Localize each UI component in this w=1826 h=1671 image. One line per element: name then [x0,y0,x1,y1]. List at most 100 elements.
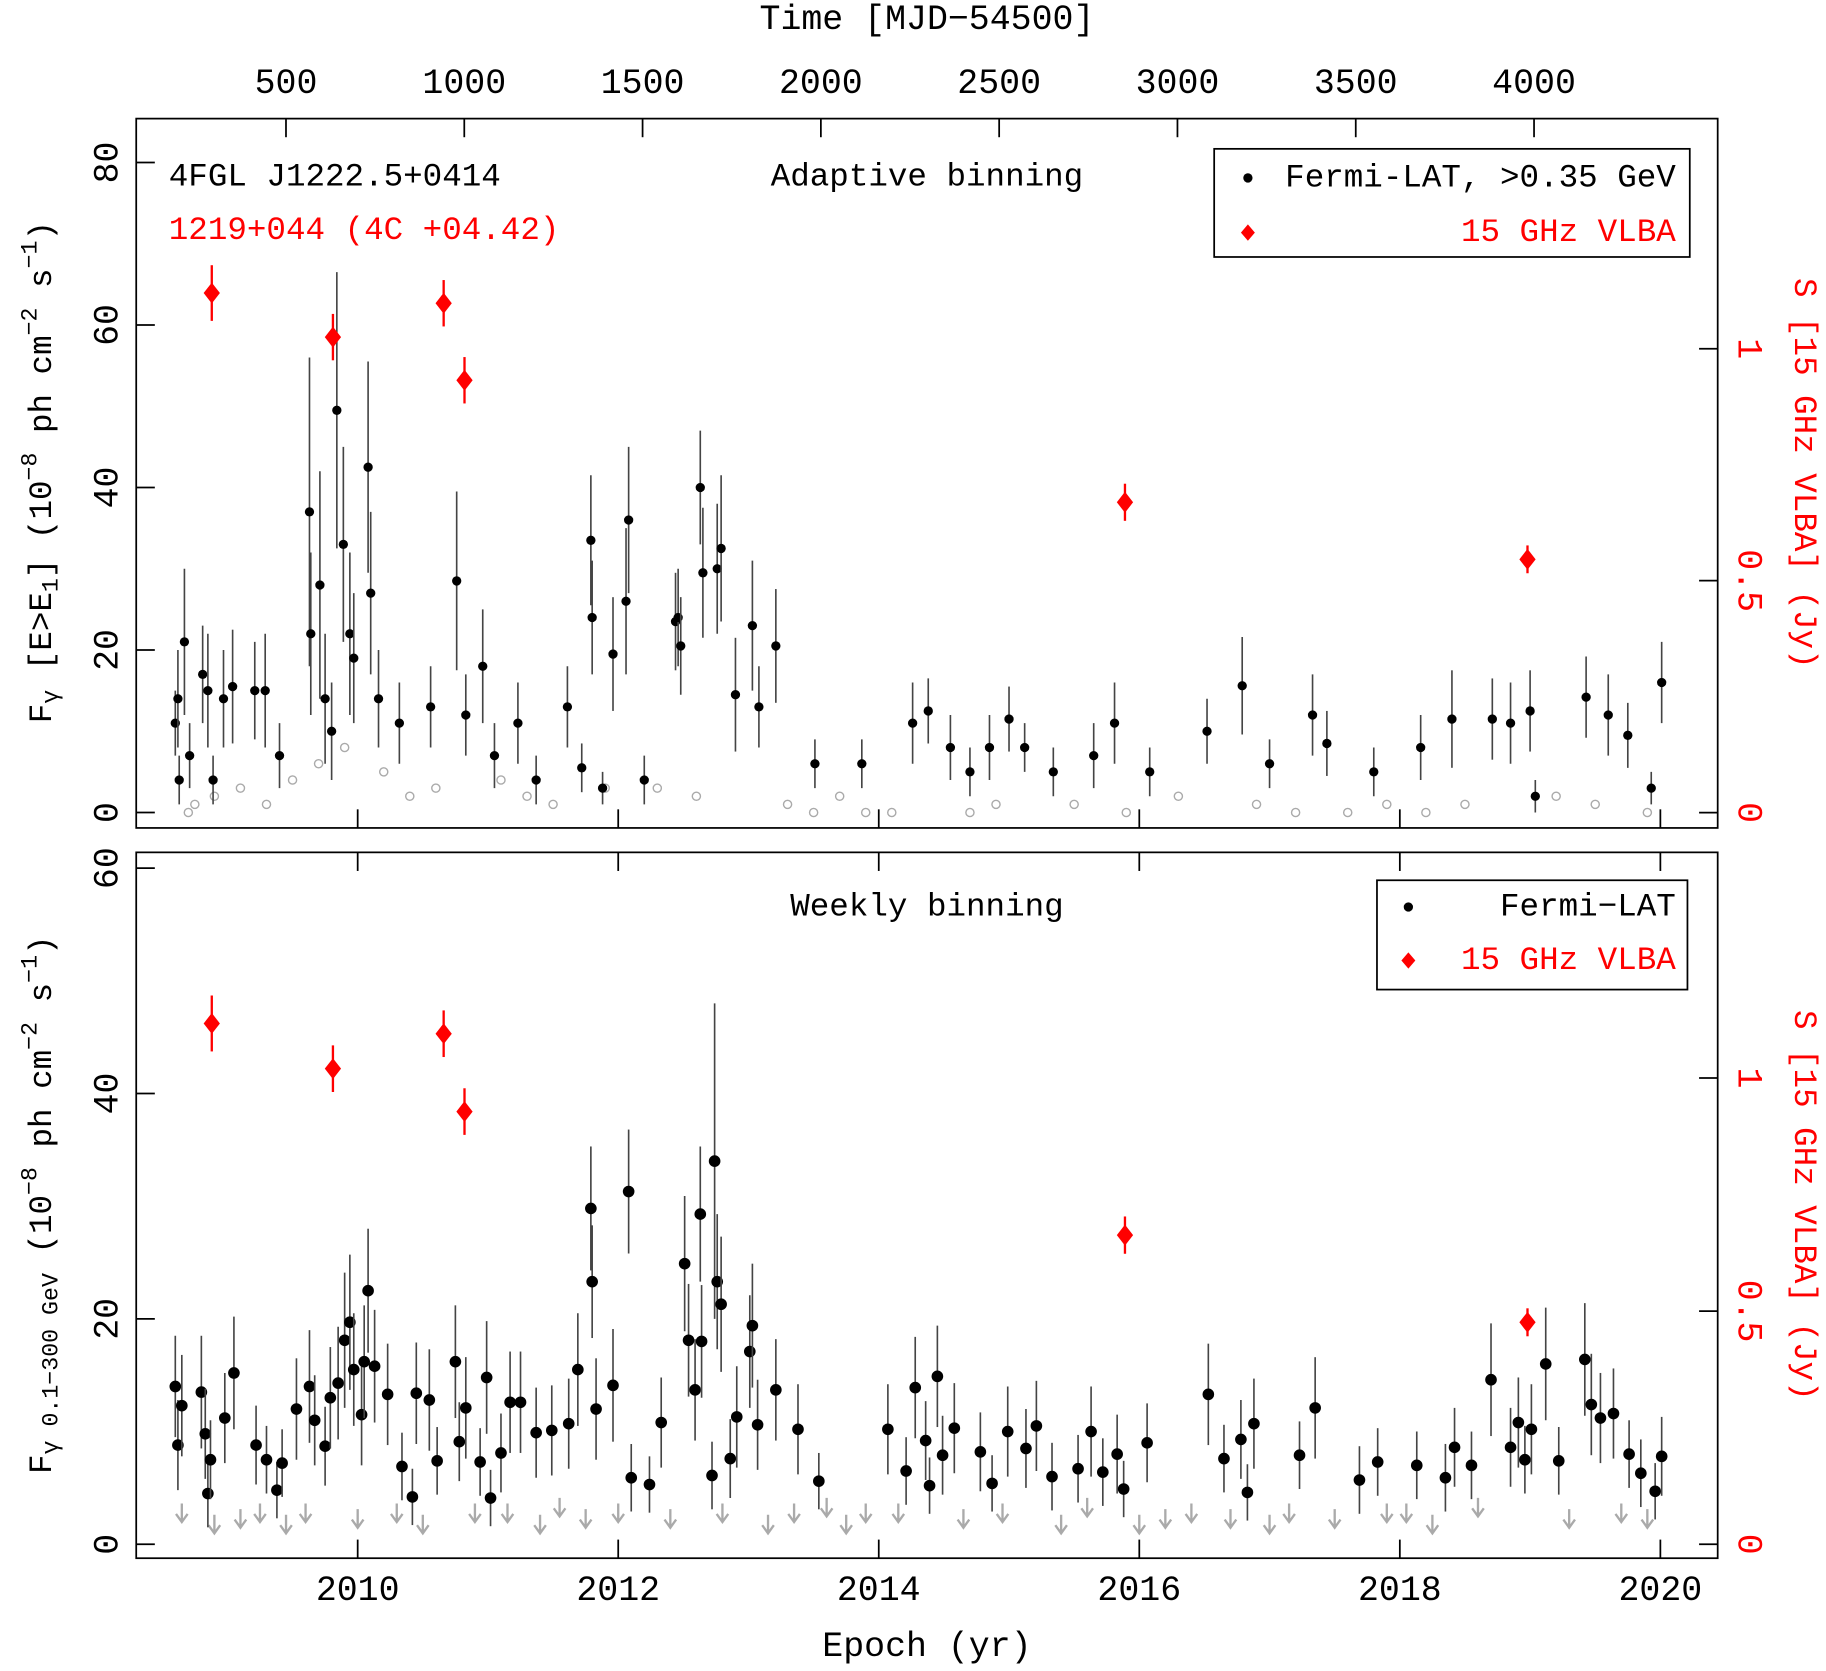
point [813,1475,825,1487]
upper-limit [431,783,441,793]
point [1004,714,1014,724]
point [746,1319,759,1332]
point [396,1460,408,1473]
point [655,1416,668,1429]
y2-tick-label: 0 [1728,802,1767,823]
legend-label: Fermi−LAT [1500,889,1676,926]
point [1487,714,1497,724]
x-tick-label: 2020 [1619,1572,1703,1611]
upper-limit-arrow [1562,1509,1576,1530]
point [1635,1467,1647,1480]
point [882,1423,894,1436]
point [1237,681,1247,691]
point [706,1469,718,1482]
upper-limit-arrow [1132,1514,1147,1536]
y-tick-label: 40 [90,467,129,509]
plot-frame [135,117,1719,829]
upper-limit [313,758,324,769]
point [751,1418,764,1431]
y-tick-label: 60 [90,304,129,346]
point [695,482,705,493]
upper-limit-arrow [891,1503,906,1525]
point [747,620,758,631]
point [1552,1455,1565,1467]
point [608,649,618,659]
point [319,1440,331,1453]
x-axis-label: Epoch (yr) [822,1628,1031,1667]
point [1309,1402,1321,1414]
upper-limit-arrow [1425,1514,1440,1536]
upper-limit [1421,807,1431,818]
point [1241,1486,1254,1499]
point [597,783,608,793]
x-tick-label: 2016 [1097,1572,1181,1611]
upper-limit [991,799,1001,810]
point [459,1402,472,1414]
point [1530,791,1540,801]
point [435,1023,452,1045]
point [326,726,337,736]
y-tick-label: 0 [90,1534,129,1555]
point [324,1391,337,1404]
point [1447,714,1457,724]
upper-limit-arrow [1158,1509,1173,1530]
y2-tick-label: 0 [1728,1534,1767,1555]
point [1416,742,1426,753]
point [931,1370,944,1383]
point [347,1363,360,1376]
legend-label: 15 GHz VLBA [1461,942,1676,979]
y-tick-label: 0 [90,802,129,823]
upper-limit [287,775,298,785]
point [900,1465,912,1477]
point [1248,1417,1260,1430]
x-tick-label: 2018 [1358,1572,1442,1611]
upper-limit [496,775,506,785]
upper-limit [1173,791,1184,802]
upper-limit [522,791,532,802]
point [1578,1353,1591,1366]
upper-limit-arrow [416,1514,430,1536]
point [1218,1452,1230,1465]
point [586,1275,598,1288]
point [984,742,995,753]
upper-limit-arrow [500,1503,515,1525]
legend-marker [1240,224,1255,241]
upper-limit-arrow [611,1503,625,1525]
x2-tick-label: 2500 [957,65,1041,104]
label-part: γ [38,1440,64,1454]
upper-limit-arrow [1399,1503,1414,1525]
upper-limit-arrow [1327,1509,1342,1530]
upper-limit-arrow [839,1514,853,1536]
point [1072,1462,1084,1475]
point [203,282,220,304]
upper-limit [834,791,845,802]
point [274,750,285,761]
point [712,564,722,574]
label-part: (10 [24,1195,61,1273]
upper-limit [965,807,975,818]
point [423,1394,436,1406]
point [1085,1425,1097,1438]
upper-limit [1069,799,1079,810]
upper-limit [235,783,246,793]
y-tick-label: 20 [90,629,129,671]
point [694,1208,707,1220]
point [1519,548,1536,570]
upper-limit-arrow [995,1503,1010,1525]
point [362,1284,374,1297]
point [1410,1459,1423,1472]
point [1439,1471,1452,1484]
point [1322,738,1332,749]
upper-limit-arrow [1262,1514,1277,1536]
point [480,1371,493,1384]
point [1048,767,1058,777]
point [308,1414,321,1427]
point [639,775,649,785]
x2-tick-label: 1000 [422,65,506,104]
point [1116,1224,1134,1246]
point [907,718,918,728]
point [857,759,867,769]
point [338,539,349,550]
point [1504,1441,1517,1454]
point [495,1447,507,1459]
